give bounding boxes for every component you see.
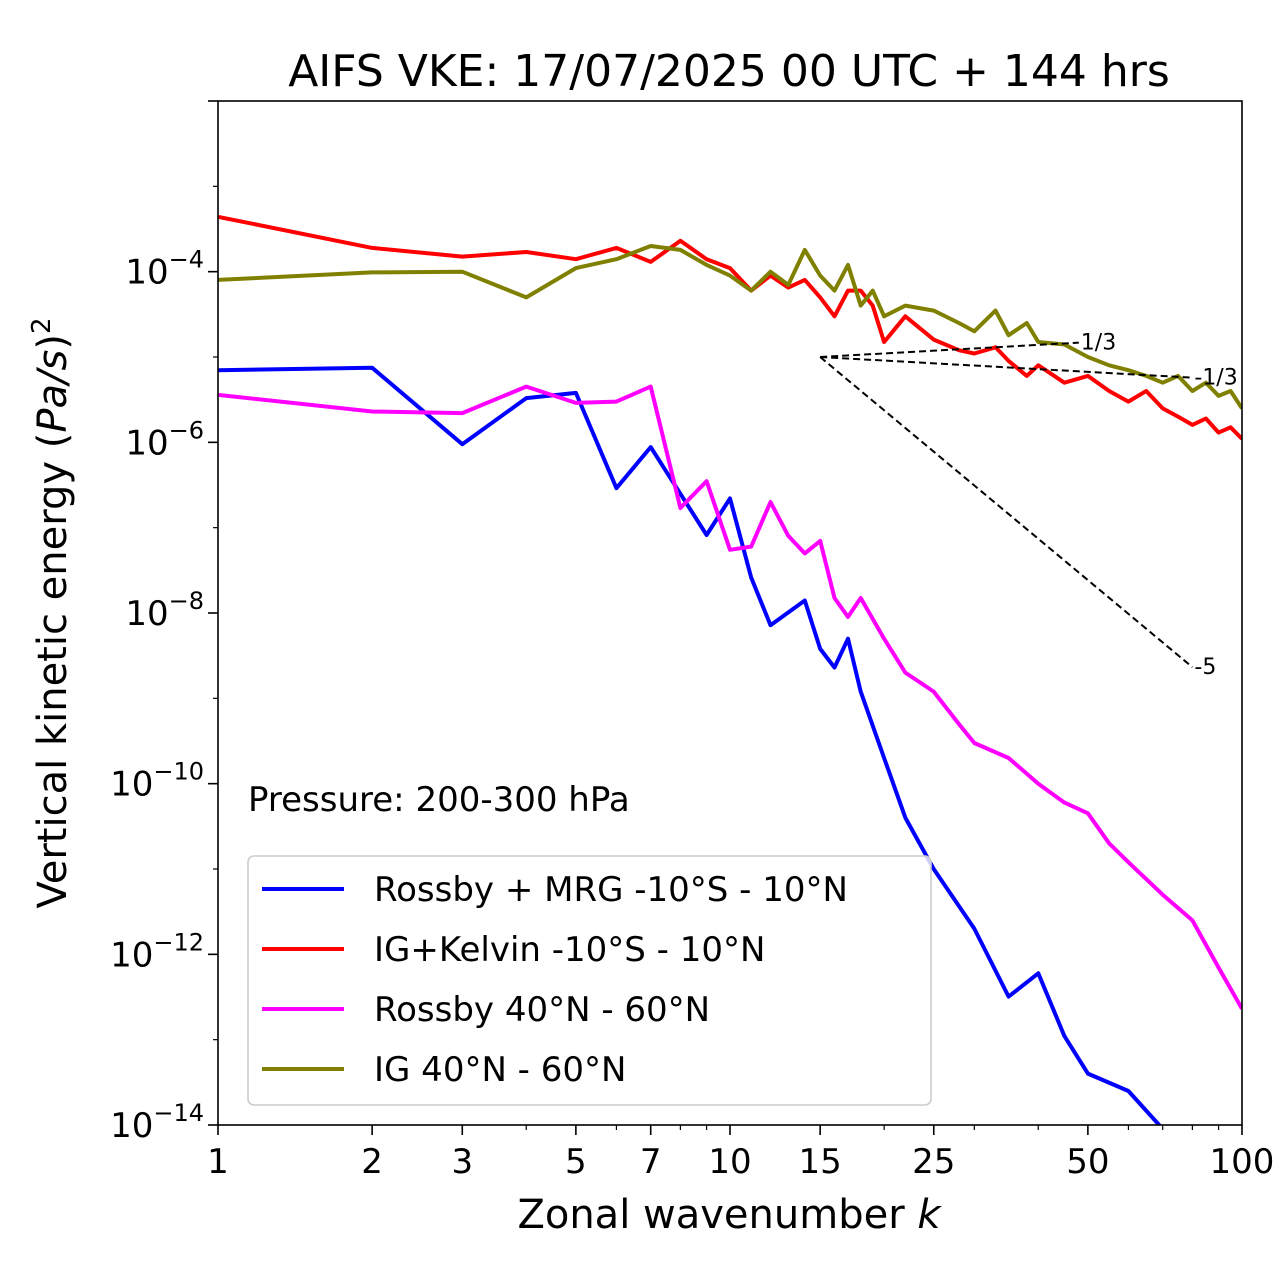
x-tick-label: 25 bbox=[912, 1142, 955, 1182]
y-tick-label: 10−14 bbox=[110, 1099, 204, 1146]
y-tick-exp: −14 bbox=[153, 1099, 204, 1127]
y-tick-exp: −10 bbox=[153, 758, 204, 786]
y-tick-label: 10−12 bbox=[110, 928, 204, 975]
y-tick-base: 10 bbox=[125, 253, 168, 293]
x-tick-label: 100 bbox=[1210, 1142, 1275, 1182]
y-tick-exp: −4 bbox=[169, 246, 204, 274]
y-tick-exp: −8 bbox=[169, 587, 204, 615]
y-tick-base: 10 bbox=[125, 423, 168, 463]
slope-label-2: -5 bbox=[1194, 655, 1216, 680]
slope-line-0 bbox=[820, 341, 1079, 358]
series-line-2 bbox=[218, 384, 1242, 1010]
legend: Rossby + MRG -10°S - 10°N IG+Kelvin -10°S… bbox=[247, 855, 932, 1106]
y-axis-label-var: Pa/s bbox=[30, 350, 76, 433]
x-axis-label: Zonal wavenumber k bbox=[517, 1192, 942, 1238]
slope-label-0: 1/3 bbox=[1081, 331, 1116, 356]
y-tick-label: 10−8 bbox=[125, 587, 204, 634]
x-tick-label: 15 bbox=[799, 1142, 842, 1182]
series-lines bbox=[218, 214, 1242, 1125]
series-line-0 bbox=[218, 365, 1162, 1125]
x-tick-label: 2 bbox=[361, 1142, 383, 1182]
y-axis-label-exp: 2 bbox=[27, 318, 57, 335]
x-tick-label: 3 bbox=[451, 1142, 473, 1182]
x-tick-label: 1 bbox=[207, 1142, 229, 1182]
chart-title: AIFS VKE: 17/07/2025 00 UTC + 144 hrs bbox=[288, 46, 1170, 97]
x-axis-ticks: 1 2 3 5 7 10 15 25 50 100 bbox=[207, 1125, 1274, 1182]
y-axis-label: Vertical kinetic energy (Pa/s)2 bbox=[27, 318, 76, 909]
legend-box bbox=[247, 855, 932, 1106]
y-tick-label: 10−10 bbox=[110, 758, 204, 805]
pressure-annotation: Pressure: 200-300 hPa bbox=[248, 780, 630, 820]
slope-line-1 bbox=[820, 356, 1193, 379]
x-axis-label-text: Zonal wavenumber bbox=[517, 1192, 905, 1238]
y-tick-label: 10−4 bbox=[125, 246, 204, 293]
x-tick-label: 10 bbox=[708, 1142, 751, 1182]
y-tick-base: 10 bbox=[125, 594, 168, 634]
y-axis-label-text: Vertical kinetic energy ( bbox=[30, 433, 76, 909]
reference-slopes: 1/3 -1/3 -5 bbox=[819, 331, 1238, 680]
slope-line-2 bbox=[819, 356, 1194, 668]
y-tick-exp: −12 bbox=[153, 928, 204, 956]
legend-label-3: IG 40°N - 60°N bbox=[374, 1050, 626, 1090]
y-tick-base: 10 bbox=[110, 1106, 153, 1146]
y-tick-base: 10 bbox=[110, 765, 153, 805]
x-tick-label: 50 bbox=[1066, 1142, 1109, 1182]
legend-label-0: Rossby + MRG -10°S - 10°N bbox=[374, 870, 848, 910]
x-axis-label-var: k bbox=[917, 1192, 942, 1238]
x-tick-label: 7 bbox=[640, 1142, 662, 1182]
slope-label-1: -1/3 bbox=[1194, 366, 1237, 391]
y-axis-label-close: ) bbox=[30, 334, 76, 350]
series-line-3 bbox=[218, 244, 1242, 410]
legend-label-2: Rossby 40°N - 60°N bbox=[374, 990, 710, 1030]
x-tick-label: 5 bbox=[565, 1142, 587, 1182]
series-line-1 bbox=[218, 214, 1242, 441]
y-tick-exp: −6 bbox=[169, 416, 204, 444]
y-tick-label: 10−6 bbox=[125, 416, 204, 463]
y-tick-base: 10 bbox=[110, 935, 153, 975]
legend-label-1: IG+Kelvin -10°S - 10°N bbox=[374, 930, 765, 970]
